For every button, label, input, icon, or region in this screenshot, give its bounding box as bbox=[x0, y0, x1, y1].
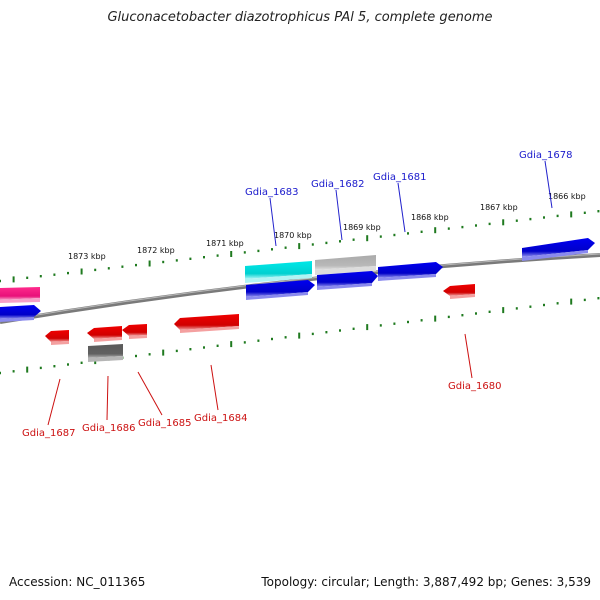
scale-label-1869: 1869 kbp bbox=[343, 223, 381, 232]
gene-gdia-1681[interactable] bbox=[317, 271, 378, 290]
label-gdia-1681: Gdia_1681 bbox=[373, 172, 426, 183]
scale-label-1867: 1867 kbp bbox=[480, 203, 518, 212]
gene-gdia-1687[interactable] bbox=[45, 330, 69, 345]
label-gdia-1680: Gdia_1680 bbox=[448, 381, 501, 392]
leader-gdia-1684 bbox=[210, 364, 219, 411]
genome-summary: Topology: circular; Length: 3,887,492 bp… bbox=[261, 575, 591, 589]
scale-label-1872: 1872 kbp bbox=[137, 246, 175, 255]
label-gdia-1687: Gdia_1687 bbox=[22, 428, 75, 439]
gene-gdia-1686[interactable] bbox=[87, 326, 122, 342]
gene-blue-fwd-1[interactable] bbox=[246, 280, 315, 300]
label-gdia-1682: Gdia_1682 bbox=[311, 179, 364, 190]
gene-blue-fwd-left[interactable] bbox=[0, 305, 41, 322]
leader-gdia-1678 bbox=[544, 160, 553, 209]
scale-label-1873: 1873 kbp bbox=[68, 252, 106, 261]
label-gdia-1684: Gdia_1684 bbox=[194, 413, 247, 424]
scale-label-1871: 1871 kbp bbox=[206, 239, 244, 248]
gene-blue-fwd-3[interactable] bbox=[378, 262, 443, 281]
label-gdia-1685: Gdia_1685 bbox=[138, 418, 191, 429]
gene-gdia-1678[interactable] bbox=[522, 238, 595, 261]
genome-backbone-highlight bbox=[0, 253, 600, 322]
scale-label-1868: 1868 kbp bbox=[411, 213, 449, 222]
label-gdia-1683: Gdia_1683 bbox=[245, 187, 298, 198]
label-gdia-1686: Gdia_1686 bbox=[82, 423, 135, 434]
map-title: Gluconacetobacter diazotrophicus PAl 5, … bbox=[107, 10, 493, 25]
leader-gdia-1681 bbox=[397, 182, 406, 233]
gene-gdia-1686-pseudo[interactable] bbox=[88, 344, 123, 362]
scale-label-1866: 1866 kbp bbox=[548, 192, 586, 201]
reverse-tick-row bbox=[0, 297, 600, 375]
accession-label: Accession: NC_011365 bbox=[9, 575, 146, 589]
leader-gdia-1686 bbox=[106, 375, 109, 421]
leader-gdia-1683 bbox=[269, 197, 277, 247]
label-gdia-1678: Gdia_1678 bbox=[519, 150, 572, 161]
leader-gdia-1680 bbox=[464, 333, 473, 379]
scale-label-1870: 1870 kbp bbox=[274, 231, 312, 240]
leader-gdia-1685 bbox=[137, 371, 163, 416]
gene-gdia-1682[interactable] bbox=[315, 255, 376, 275]
gene-gdia-1680[interactable] bbox=[443, 284, 475, 299]
gene-pink-fwd[interactable] bbox=[0, 287, 40, 303]
leader-gdia-1682 bbox=[335, 189, 343, 241]
leader-gdia-1687 bbox=[47, 378, 61, 426]
forward-tick-row bbox=[0, 210, 600, 283]
genome-backbone bbox=[0, 253, 600, 324]
gene-gdia-1684[interactable] bbox=[174, 314, 239, 333]
gene-gdia-1685[interactable] bbox=[122, 324, 147, 339]
gene-gdia-1683[interactable] bbox=[245, 261, 312, 283]
